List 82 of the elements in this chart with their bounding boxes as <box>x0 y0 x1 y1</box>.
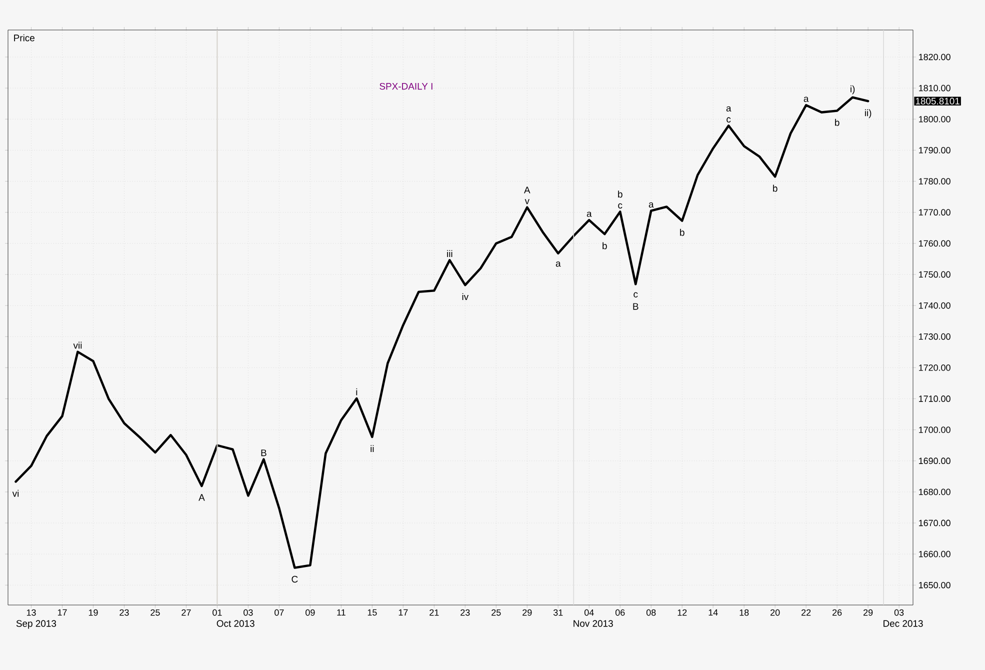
annotation: A <box>198 494 205 501</box>
x-tick-label: 06 <box>615 609 625 616</box>
x-tick-label: 08 <box>646 609 656 616</box>
x-tick-label: 31 <box>553 609 563 616</box>
text: Oct 2013 <box>216 620 254 627</box>
x-tick-label: 17 <box>398 609 408 616</box>
annotation: vi <box>12 490 19 497</box>
x-tick-label: 26 <box>832 609 842 616</box>
y-tick-label: 1820.00 <box>919 54 950 60</box>
annotation: b <box>773 184 778 192</box>
annotation: c <box>726 117 731 122</box>
annotation: v <box>524 199 530 204</box>
annotation: b <box>835 118 840 126</box>
y-tick-label: 1720.00 <box>919 364 950 371</box>
y-tick-label: 1730.00 <box>919 333 950 340</box>
text: SPX-DAILY I <box>380 82 432 90</box>
x-tick-label: 20 <box>770 609 780 616</box>
x-tick-label: 17 <box>58 609 67 616</box>
x-tick-label: 29 <box>864 609 873 616</box>
y-tick-label: 1800.00 <box>919 116 950 122</box>
text: Sep 2013 <box>16 620 56 629</box>
y-tick-label: 1780.00 <box>919 178 950 184</box>
annotation: c <box>634 292 638 298</box>
x-tick-label: 27 <box>182 609 191 616</box>
annotation: b <box>602 242 607 250</box>
x-tick-label: 14 <box>708 609 718 616</box>
y-tick-label: 1710.00 <box>919 396 950 402</box>
text: 1805.8101 <box>916 98 960 104</box>
x-tick-label: 18 <box>740 609 749 616</box>
y-tick-label: 1670.00 <box>919 520 950 526</box>
x-tick-label: 03 <box>894 609 904 616</box>
y-tick-label: 1770.00 <box>919 209 950 216</box>
annotation: a <box>586 212 592 217</box>
annotation: b <box>680 228 684 236</box>
x-tick-label: 21 <box>430 609 439 616</box>
y-tick-label: 1650.00 <box>919 582 950 588</box>
x-tick-label: 01 <box>212 609 222 616</box>
y-tick-label: 1690.00 <box>919 458 950 464</box>
x-tick-label: 04 <box>584 609 594 616</box>
x-tick-label: 25 <box>492 609 501 616</box>
x-tick-label: 03 <box>244 609 253 616</box>
y-tick-label: 1680.00 <box>919 488 950 496</box>
annotation: ii <box>370 445 374 452</box>
annotation: B <box>633 303 638 310</box>
annotation: iv <box>462 293 469 300</box>
x-tick-label: 22 <box>802 609 811 616</box>
x-tick-label: 23 <box>120 609 129 616</box>
y-tick-label: 1660.00 <box>919 550 950 558</box>
text: Dec 2013 <box>884 620 923 627</box>
x-tick-label: 23 <box>460 609 470 616</box>
annotation: b <box>618 190 622 198</box>
annotation: a <box>804 96 809 102</box>
annotation: i) <box>850 85 855 94</box>
x-tick-label: 11 <box>337 609 346 616</box>
x-tick-label: 19 <box>88 609 98 616</box>
annotation: a <box>648 202 654 208</box>
text: Nov 2013 <box>574 620 613 627</box>
x-tick-label: 07 <box>274 609 284 616</box>
annotation: A <box>524 186 530 194</box>
y-tick-label: 1750.00 <box>919 271 950 278</box>
y-axis-title: Price <box>14 34 34 42</box>
annotation: a <box>556 262 561 267</box>
annotation: vii <box>73 342 82 349</box>
y-tick-label: 1700.00 <box>919 426 950 433</box>
annotation: ii) <box>865 109 872 118</box>
y-tick-label: 1760.00 <box>919 240 950 247</box>
x-tick-label: 12 <box>678 609 687 616</box>
annotation: C <box>292 576 298 583</box>
annotation: c <box>618 203 622 209</box>
x-tick-label: 25 <box>150 609 160 616</box>
x-tick-label: 13 <box>26 609 36 616</box>
y-tick-label: 1810.00 <box>919 84 950 92</box>
annotation: B <box>261 450 266 456</box>
annotation: iii <box>447 250 452 257</box>
x-tick-label: 15 <box>368 609 377 616</box>
x-tick-label: 29 <box>522 609 532 616</box>
line-series <box>14 96 870 569</box>
x-tick-label: 09 <box>306 609 315 616</box>
y-tick-label: 1790.00 <box>919 147 950 154</box>
annotation: a <box>726 106 732 112</box>
annotation: i <box>356 388 358 396</box>
y-tick-label: 1740.00 <box>919 302 950 309</box>
